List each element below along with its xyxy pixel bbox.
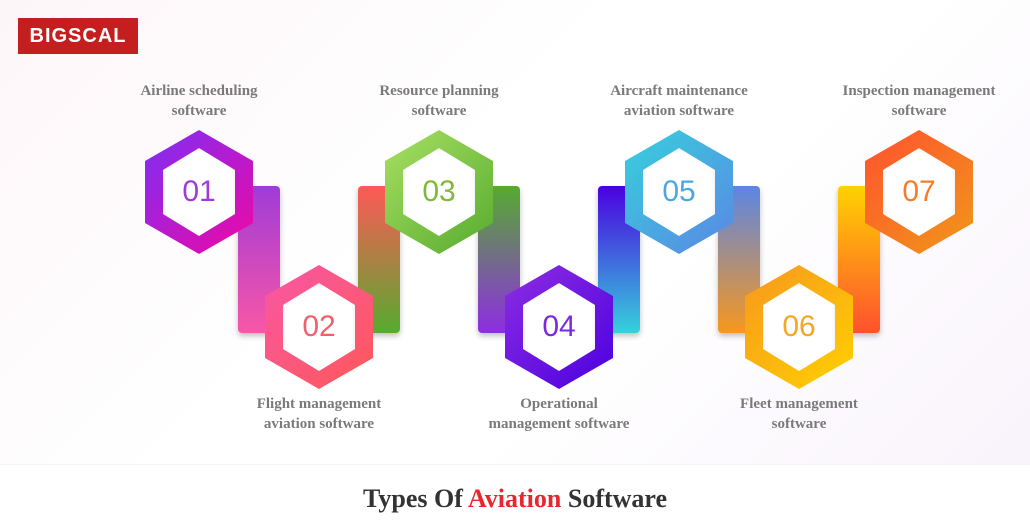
item-label-text: Flight management aviation software [219,395,419,434]
item-label-04: Operational management software [459,395,659,434]
item-label-text: Operational management software [459,395,659,434]
hex-node-01: 01 [145,130,253,254]
item-label-03: Resource planning software [339,82,539,121]
hex-number: 03 [422,175,455,209]
title-bar: Types Of Aviation Software [0,464,1030,532]
hex-number: 01 [182,175,215,209]
page-title: Types Of Aviation Software [363,484,667,514]
hex-node-03: 03 [385,130,493,254]
item-label-text: Resource planning software [339,82,539,121]
hex-node-05: 05 [625,130,733,254]
item-label-01: Airline scheduling software [99,82,299,121]
hex-node-02: 02 [265,265,373,389]
hex-number: 02 [302,310,335,344]
item-label-text: Aircraft maintenance aviation software [579,82,779,121]
brand-logo-text: BIGSCAL [30,25,127,48]
item-label-text: Airline scheduling software [99,82,299,121]
item-label-06: Fleet management software [699,395,899,434]
item-label-05: Aircraft maintenance aviation software [579,82,779,121]
hex-node-04: 04 [505,265,613,389]
item-label-02: Flight management aviation software [219,395,419,434]
title-prefix: Types Of [363,484,468,513]
item-label-text: Fleet management software [699,395,899,434]
title-suffix: Software [561,484,667,513]
hex-node-06: 06 [745,265,853,389]
title-accent: Aviation [468,484,561,513]
item-label-07: Inspection management software [819,82,1019,121]
hex-number: 07 [902,175,935,209]
item-label-text: Inspection management software [819,82,1019,121]
hex-number: 04 [542,310,575,344]
hex-node-07: 07 [865,130,973,254]
brand-logo: BIGSCAL [18,18,138,54]
infographic-diagram: 01 Airline scheduling software 02 Flight ma… [0,60,1030,440]
hex-number: 06 [782,310,815,344]
hex-number: 05 [662,175,695,209]
